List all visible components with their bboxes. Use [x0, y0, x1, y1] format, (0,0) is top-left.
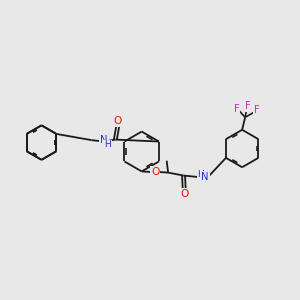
- Text: H: H: [104, 140, 111, 149]
- Text: F: F: [234, 104, 240, 114]
- Text: O: O: [180, 189, 188, 199]
- Text: O: O: [114, 116, 122, 126]
- Text: F: F: [244, 101, 250, 111]
- Text: N: N: [201, 172, 209, 182]
- Text: H: H: [197, 169, 204, 178]
- Text: O: O: [151, 167, 160, 177]
- Text: N: N: [100, 136, 107, 146]
- Text: F: F: [254, 105, 260, 115]
